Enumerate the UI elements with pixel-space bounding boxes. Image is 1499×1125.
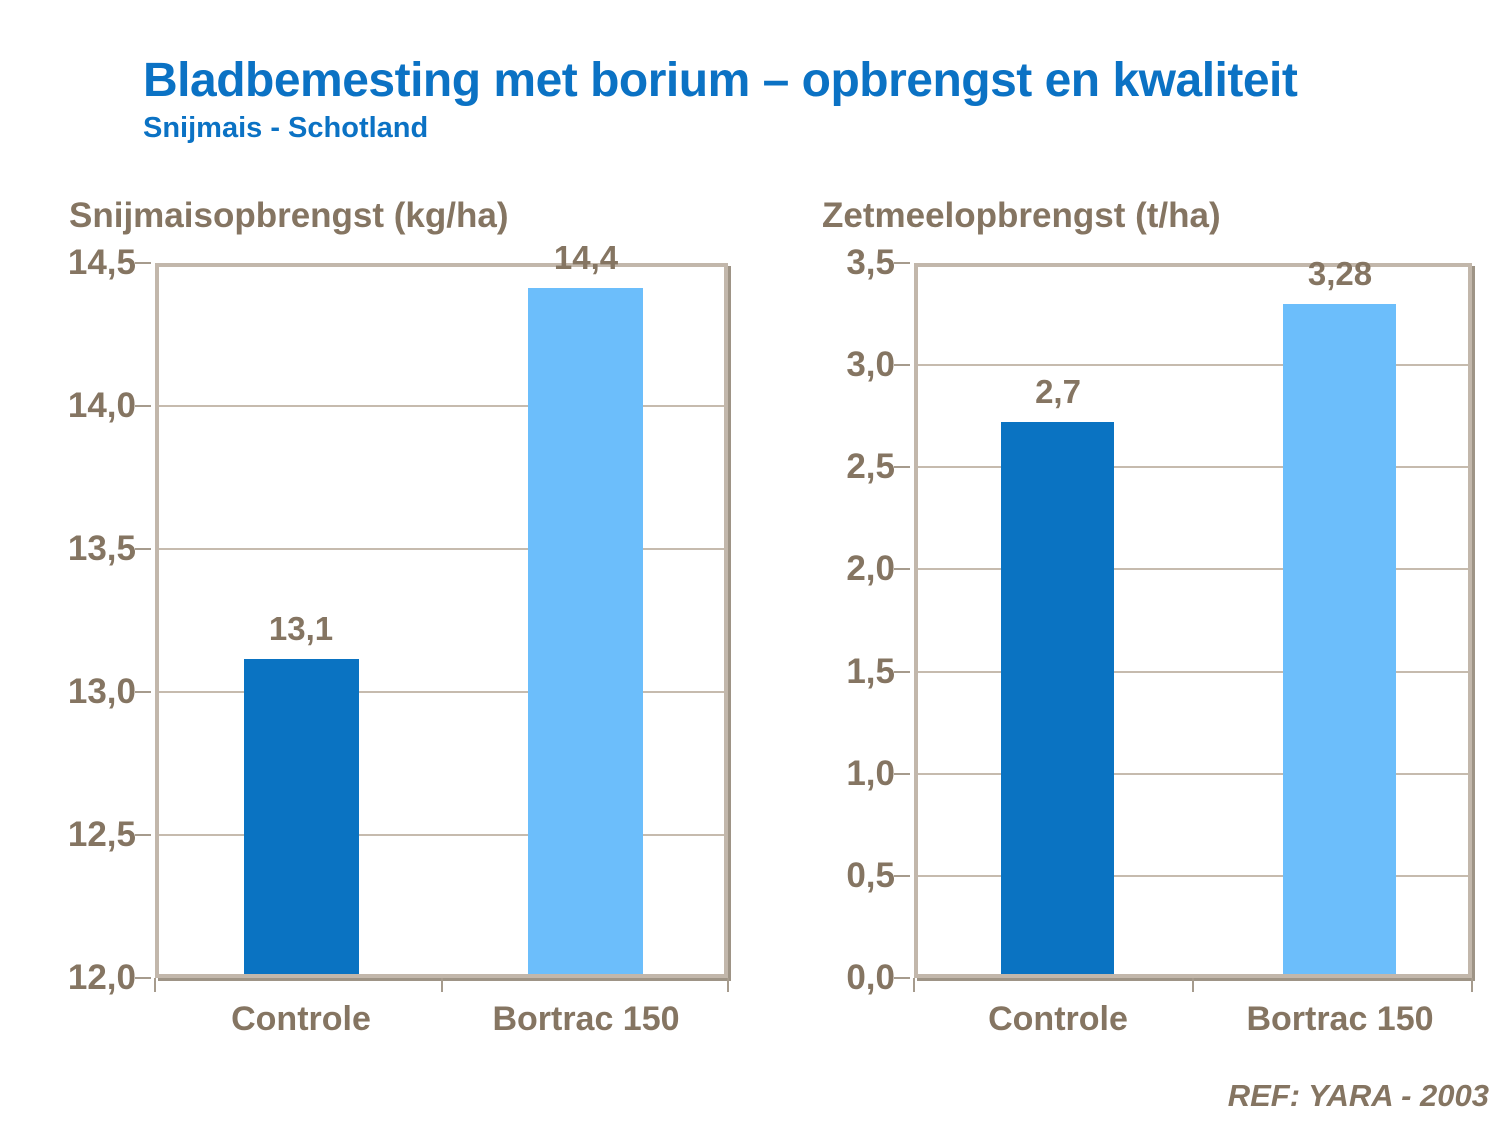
y-axis-tick-label: 2,0 bbox=[846, 549, 895, 589]
gridline bbox=[918, 568, 1468, 571]
slide-subtitle: Snijmais - Schotland bbox=[143, 112, 429, 144]
gridline bbox=[159, 834, 724, 836]
y-axis-tick-label: 0,0 bbox=[846, 958, 895, 997]
x-axis-tick-mark bbox=[727, 978, 729, 992]
y-axis-tick-mark bbox=[894, 874, 910, 877]
category-label: Controle bbox=[231, 1000, 371, 1038]
y-axis-tick-mark bbox=[894, 466, 910, 469]
y-axis-tick-label: 1,0 bbox=[846, 753, 895, 793]
y-axis-tick-mark bbox=[894, 670, 910, 673]
gridline bbox=[159, 548, 724, 550]
y-axis-tick-mark bbox=[135, 834, 151, 836]
reference-note: REF: YARA - 2003 bbox=[1227, 1078, 1489, 1113]
gridline bbox=[918, 772, 1468, 775]
x-axis-tick-mark bbox=[154, 978, 156, 992]
y-axis-tick-mark bbox=[135, 405, 151, 407]
gridline bbox=[918, 874, 1468, 877]
chart-title-snijmaisopbrengst: Snijmaisopbrengst (kg/ha) bbox=[69, 196, 509, 235]
bar-bortrac-150 bbox=[528, 288, 643, 974]
chart-title-zetmeelopbrengst: Zetmeelopbrengst (t/ha) bbox=[822, 196, 1221, 235]
bar-value-label: 14,4 bbox=[553, 239, 619, 276]
y-axis-tick-mark bbox=[135, 548, 151, 550]
x-axis-tick-mark bbox=[913, 978, 915, 992]
bar-value-label: 3,28 bbox=[1307, 255, 1373, 292]
bar-value-label: 13,1 bbox=[268, 610, 334, 647]
y-axis-tick-label: 1,5 bbox=[846, 651, 895, 691]
y-axis-tick-label: 14,5 bbox=[67, 243, 136, 282]
category-label: Bortrac 150 bbox=[1246, 1000, 1434, 1038]
y-axis-tick-label: 12,0 bbox=[67, 958, 136, 997]
y-axis-tick-label: 2,5 bbox=[846, 447, 895, 487]
gridline bbox=[918, 466, 1468, 469]
x-axis-tick-mark bbox=[1471, 978, 1473, 992]
x-axis-tick-mark bbox=[1192, 978, 1194, 992]
gridline bbox=[159, 405, 724, 407]
y-axis-tick-label: 14,0 bbox=[67, 386, 136, 425]
y-axis-tick-mark bbox=[894, 568, 910, 571]
y-axis-tick-label: 3,0 bbox=[846, 345, 895, 385]
category-label: Controle bbox=[988, 1000, 1128, 1038]
y-axis-tick-label: 3,5 bbox=[846, 243, 895, 282]
y-axis-tick-label: 12,5 bbox=[67, 815, 136, 854]
y-axis-tick-mark bbox=[894, 262, 910, 264]
y-axis-tick-mark bbox=[135, 691, 151, 693]
y-axis-tick-label: 0,5 bbox=[846, 855, 895, 895]
slide-title: Bladbemesting met borium – opbrengst en … bbox=[143, 54, 1298, 107]
bar-controle bbox=[244, 659, 359, 974]
y-axis-tick-mark bbox=[894, 977, 910, 979]
category-label: Bortrac 150 bbox=[492, 1000, 680, 1038]
bar-value-label: 2,7 bbox=[1035, 373, 1081, 410]
y-axis-tick-mark bbox=[135, 262, 151, 264]
gridline bbox=[918, 364, 1468, 367]
y-axis-tick-label: 13,5 bbox=[67, 529, 136, 568]
y-axis-tick-label: 13,0 bbox=[67, 672, 136, 711]
bar-bortrac-150 bbox=[1283, 304, 1396, 974]
y-axis-tick-mark bbox=[894, 364, 910, 367]
bar-controle bbox=[1001, 422, 1114, 974]
y-axis-tick-mark bbox=[135, 977, 151, 979]
x-axis-tick-mark bbox=[440, 978, 443, 992]
y-axis-tick-mark bbox=[894, 772, 910, 775]
gridline bbox=[918, 670, 1468, 673]
gridline bbox=[159, 691, 724, 693]
